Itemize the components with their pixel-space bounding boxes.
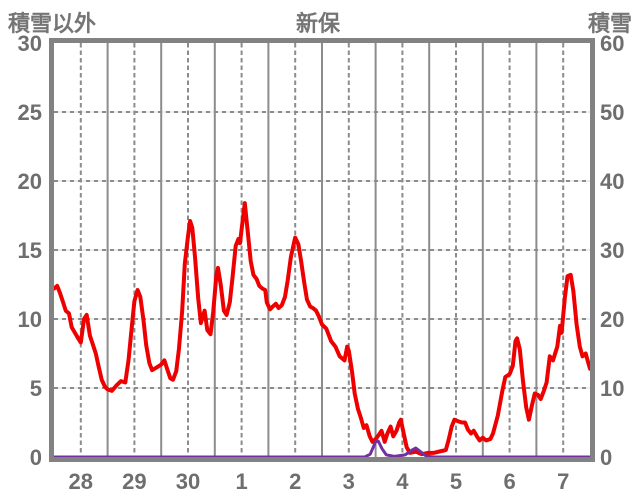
right-axis-tick-label: 60 — [600, 31, 625, 56]
right-axis-tick-label: 50 — [600, 100, 625, 125]
right-axis-tick-label: 20 — [600, 307, 625, 332]
x-axis-label: 28 — [68, 469, 94, 494]
right-axis-title: 積雪 — [587, 11, 632, 36]
chart-plot-area — [54, 43, 590, 457]
x-axis-label: 3 — [342, 469, 355, 494]
right-axis-tick-label: 40 — [600, 169, 625, 194]
snow-series-line — [54, 439, 590, 457]
x-axis-label: 6 — [503, 469, 516, 494]
right-axis-tick-label: 10 — [600, 376, 625, 401]
x-axis-label: 4 — [396, 469, 409, 494]
left-axis-tick-label: 5 — [29, 376, 42, 401]
chart-title: 新保 — [295, 11, 340, 36]
left-axis-tick-label: 0 — [29, 445, 42, 470]
left-axis-tick-label: 20 — [17, 169, 42, 194]
right-axis-tick-label: 30 — [600, 238, 625, 263]
x-axis-label: 7 — [557, 469, 570, 494]
x-axis-label: 30 — [175, 469, 201, 494]
x-axis-label: 1 — [235, 469, 248, 494]
left-axis-tick-label: 10 — [17, 307, 42, 332]
rain-series-line — [54, 201, 590, 457]
left-axis-tick-label: 25 — [17, 100, 42, 125]
x-axis-label: 2 — [289, 469, 302, 494]
x-axis-label: 5 — [449, 469, 463, 494]
right-axis-tick-label: 0 — [600, 445, 613, 470]
x-axis-label: 29 — [122, 469, 147, 494]
left-axis-tick-label: 15 — [17, 238, 42, 263]
left-axis-tick-label: 30 — [17, 31, 42, 56]
left-axis-title: 積雪以外 — [8, 11, 97, 36]
